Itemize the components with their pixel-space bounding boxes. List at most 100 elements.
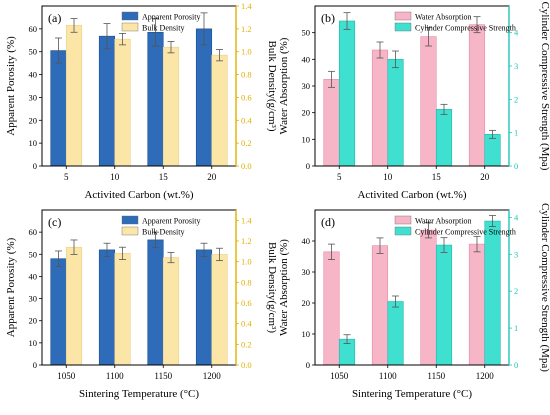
y-axis-label-right: Cylinder Compressive Strength (Mpa) xyxy=(539,203,550,372)
bar-left-15 xyxy=(420,36,437,167)
legend-label: Bulk Density xyxy=(142,228,184,237)
x-tick-label: 1200 xyxy=(203,371,222,381)
left-tick-label: 0 xyxy=(33,161,37,171)
legend-swatch xyxy=(394,215,412,225)
x-tick-label: 1050 xyxy=(330,371,349,381)
bar-left-1200 xyxy=(468,243,486,366)
bar-left-15 xyxy=(147,31,164,167)
left-tick-label: 20 xyxy=(29,316,38,326)
bar-left-1200 xyxy=(195,249,213,366)
x-tick-label: 1100 xyxy=(379,371,397,381)
right-tick-label: 0 xyxy=(514,360,518,370)
x-tick-label: 1050 xyxy=(57,371,76,381)
right-tick-label: 0.0 xyxy=(241,161,252,171)
panel-2: 0 10 20 30 40 50 0 1 2 3 4 5 10 15 20 Activited Carbon … xyxy=(278,2,550,201)
panel-label: (d) xyxy=(321,215,335,229)
bar-left-1150 xyxy=(147,239,164,366)
panel-3: 0 10 20 30 40 50 60 0.0 0.2 0.4 0.6 0.8 1.0 1.2 1.4 105… xyxy=(5,209,278,400)
bar-right-15 xyxy=(162,46,180,167)
left-tick-label: 30 xyxy=(302,267,311,277)
left-tick-label: 40 xyxy=(29,271,38,281)
legend-swatch xyxy=(121,215,139,225)
left-tick-label: 50 xyxy=(302,28,311,38)
y-axis-label-left: Apparent Porosity (%) xyxy=(5,237,17,337)
right-tick-label: 0.4 xyxy=(241,115,252,125)
left-tick-label: 30 xyxy=(29,294,38,304)
right-tick-label: 0.8 xyxy=(241,277,252,287)
panel-label: (c) xyxy=(48,215,61,229)
x-axis-label: Activited Carbon (wt.%) xyxy=(357,189,466,201)
left-tick-label: 20 xyxy=(302,108,311,118)
bar-left-1150 xyxy=(420,229,437,366)
bar-left-10 xyxy=(371,49,389,167)
bar-right-20 xyxy=(211,54,228,167)
y-axis-label-left: Water Absorption (%) xyxy=(278,239,290,336)
x-tick-label: 15 xyxy=(159,172,169,182)
left-tick-label: 60 xyxy=(29,24,38,34)
right-tick-label: 0.2 xyxy=(241,138,252,148)
x-tick-label: 1150 xyxy=(427,371,445,381)
x-tick-label: 1200 xyxy=(476,371,495,381)
right-tick-label: 4 xyxy=(514,28,519,38)
y-axis-label-left: Water Absorption (%) xyxy=(278,37,290,134)
left-tick-label: 60 xyxy=(29,227,38,237)
left-tick-label: 0 xyxy=(306,161,310,171)
x-axis-label: Sintering Temperature (°C) xyxy=(79,388,199,400)
bar-left-5 xyxy=(50,50,67,167)
bar-right-1150 xyxy=(435,244,453,366)
right-tick-label: 1.0 xyxy=(241,257,252,267)
left-tick-label: 10 xyxy=(29,338,38,348)
right-tick-label: 0.0 xyxy=(241,360,252,370)
bar-left-20 xyxy=(468,24,486,167)
x-tick-label: 10 xyxy=(383,172,393,182)
bar-right-1100 xyxy=(387,301,404,366)
bar-right-15 xyxy=(435,109,453,167)
legend-swatch xyxy=(394,226,412,236)
right-tick-label: 0.4 xyxy=(241,319,252,329)
legend-label: Apparent Porosity xyxy=(142,13,200,22)
left-tick-label: 20 xyxy=(29,115,38,125)
bar-right-1050 xyxy=(65,246,83,366)
legend-label: Bulk Density xyxy=(142,24,184,33)
y-axis-label-left: Apparent Porosity (%) xyxy=(5,36,17,136)
right-tick-label: 1 xyxy=(514,323,518,333)
x-tick-label: 15 xyxy=(432,172,442,182)
legend-swatch xyxy=(121,226,139,236)
x-tick-label: 1150 xyxy=(154,371,172,381)
y-axis-label-right: Cylinder Compressive Strength (Mpa) xyxy=(539,2,550,171)
left-tick-label: 30 xyxy=(29,92,38,102)
x-axis-label: Activited Carbon (wt.%) xyxy=(84,189,193,201)
bar-right-1200 xyxy=(211,254,228,366)
left-tick-label: 30 xyxy=(302,81,311,91)
left-tick-label: 20 xyxy=(302,298,311,308)
bar-right-20 xyxy=(484,134,501,167)
y-axis-label-right: Bulk Density(g/cm³) xyxy=(266,242,278,333)
right-tick-label: 1.4 xyxy=(241,215,252,225)
legend-swatch xyxy=(121,22,139,32)
right-tick-label: 2 xyxy=(514,286,518,296)
legend-label: Cylinder Compressive Strength xyxy=(415,228,516,237)
bar-left-5 xyxy=(323,79,340,167)
x-tick-label: 5 xyxy=(64,172,69,182)
x-tick-label: 5 xyxy=(337,172,342,182)
right-tick-label: 4 xyxy=(514,212,519,222)
left-tick-label: 40 xyxy=(29,70,38,80)
left-tick-label: 0 xyxy=(33,360,37,370)
left-tick-label: 50 xyxy=(29,249,38,259)
legend-swatch xyxy=(394,22,412,32)
right-tick-label: 0.2 xyxy=(241,339,252,349)
right-tick-label: 1.2 xyxy=(241,236,252,246)
legend-label: Water Absorption xyxy=(415,217,471,226)
bar-right-1200 xyxy=(484,220,501,366)
right-tick-label: 1.2 xyxy=(241,24,252,34)
left-tick-label: 50 xyxy=(29,47,38,57)
legend-label: Water Absorption xyxy=(415,13,471,22)
left-tick-label: 0 xyxy=(306,360,310,370)
panel-label: (a) xyxy=(48,11,61,25)
bar-left-1050 xyxy=(323,251,340,366)
right-tick-label: 0.6 xyxy=(241,92,252,102)
left-tick-label: 10 xyxy=(29,138,38,148)
bar-left-20 xyxy=(195,28,213,167)
